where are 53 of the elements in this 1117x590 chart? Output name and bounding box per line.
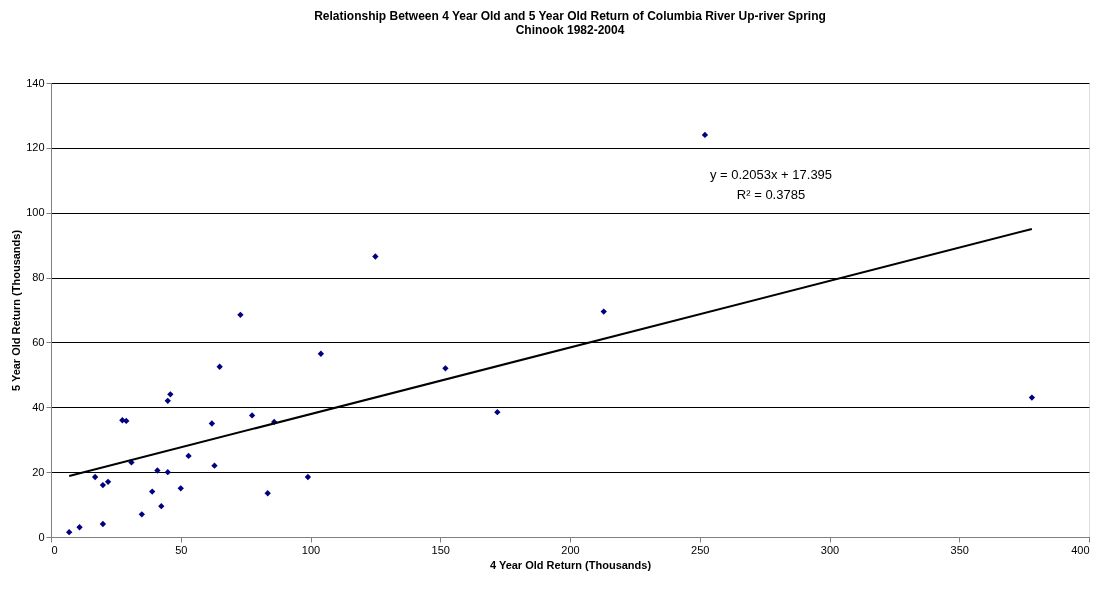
point [600, 308, 607, 315]
point [494, 408, 501, 416]
point [66, 528, 73, 536]
y-tick-label: 140 [26, 76, 45, 89]
point [76, 524, 83, 531]
y-tick-label: 40 [32, 400, 45, 413]
point [154, 467, 161, 474]
point [164, 468, 171, 476]
point [264, 490, 271, 497]
text: Chinook 1982-2004 [515, 23, 625, 37]
point [91, 473, 99, 481]
y-axis-title: 5 Year Old Return (Thousands) [10, 229, 23, 392]
point [304, 473, 312, 481]
y-tick-label: 60 [32, 335, 45, 348]
y-tick-label: 80 [32, 271, 45, 284]
point [164, 397, 171, 404]
point [138, 511, 145, 518]
x-tick-label: 300 [820, 543, 840, 556]
x-tick-label: 150 [431, 543, 450, 556]
y-tick-label: 100 [26, 206, 45, 219]
x-tick-label: 200 [561, 543, 580, 556]
x-tick-label: 250 [691, 543, 710, 556]
point [149, 488, 156, 495]
point [317, 350, 325, 357]
y-tick-label: 0 [38, 530, 45, 543]
point [211, 462, 218, 469]
x-tick-label: 350 [950, 543, 969, 556]
point [248, 412, 256, 419]
point [1028, 394, 1036, 401]
point [442, 365, 449, 372]
x-tick-label: 400 [1071, 543, 1090, 556]
point [104, 478, 112, 486]
point [167, 391, 174, 398]
point [216, 363, 223, 370]
point [177, 485, 184, 492]
annotation: y = 0.2053x + 17.395 [709, 167, 833, 182]
text: Relationship Between 4 Year Old and 5 Year Old Return of Columbia River Up-river Spring [314, 9, 826, 23]
point [372, 253, 379, 260]
x-axis-title: 4 Year Old Return (Thousands) [489, 558, 652, 571]
x-tick-label: 50 [175, 543, 188, 556]
point [99, 481, 107, 489]
point [99, 520, 107, 528]
annotation: R² = 0.3785 [736, 187, 806, 202]
point [158, 503, 165, 510]
point [237, 311, 244, 319]
point [701, 131, 709, 139]
y-tick-label: 120 [26, 141, 45, 154]
x-tick-label: 0 [51, 543, 58, 556]
x-tick-label: 100 [301, 543, 321, 556]
point [208, 420, 216, 427]
y-tick-label: 20 [32, 465, 45, 478]
point [185, 452, 192, 460]
point [123, 417, 130, 425]
